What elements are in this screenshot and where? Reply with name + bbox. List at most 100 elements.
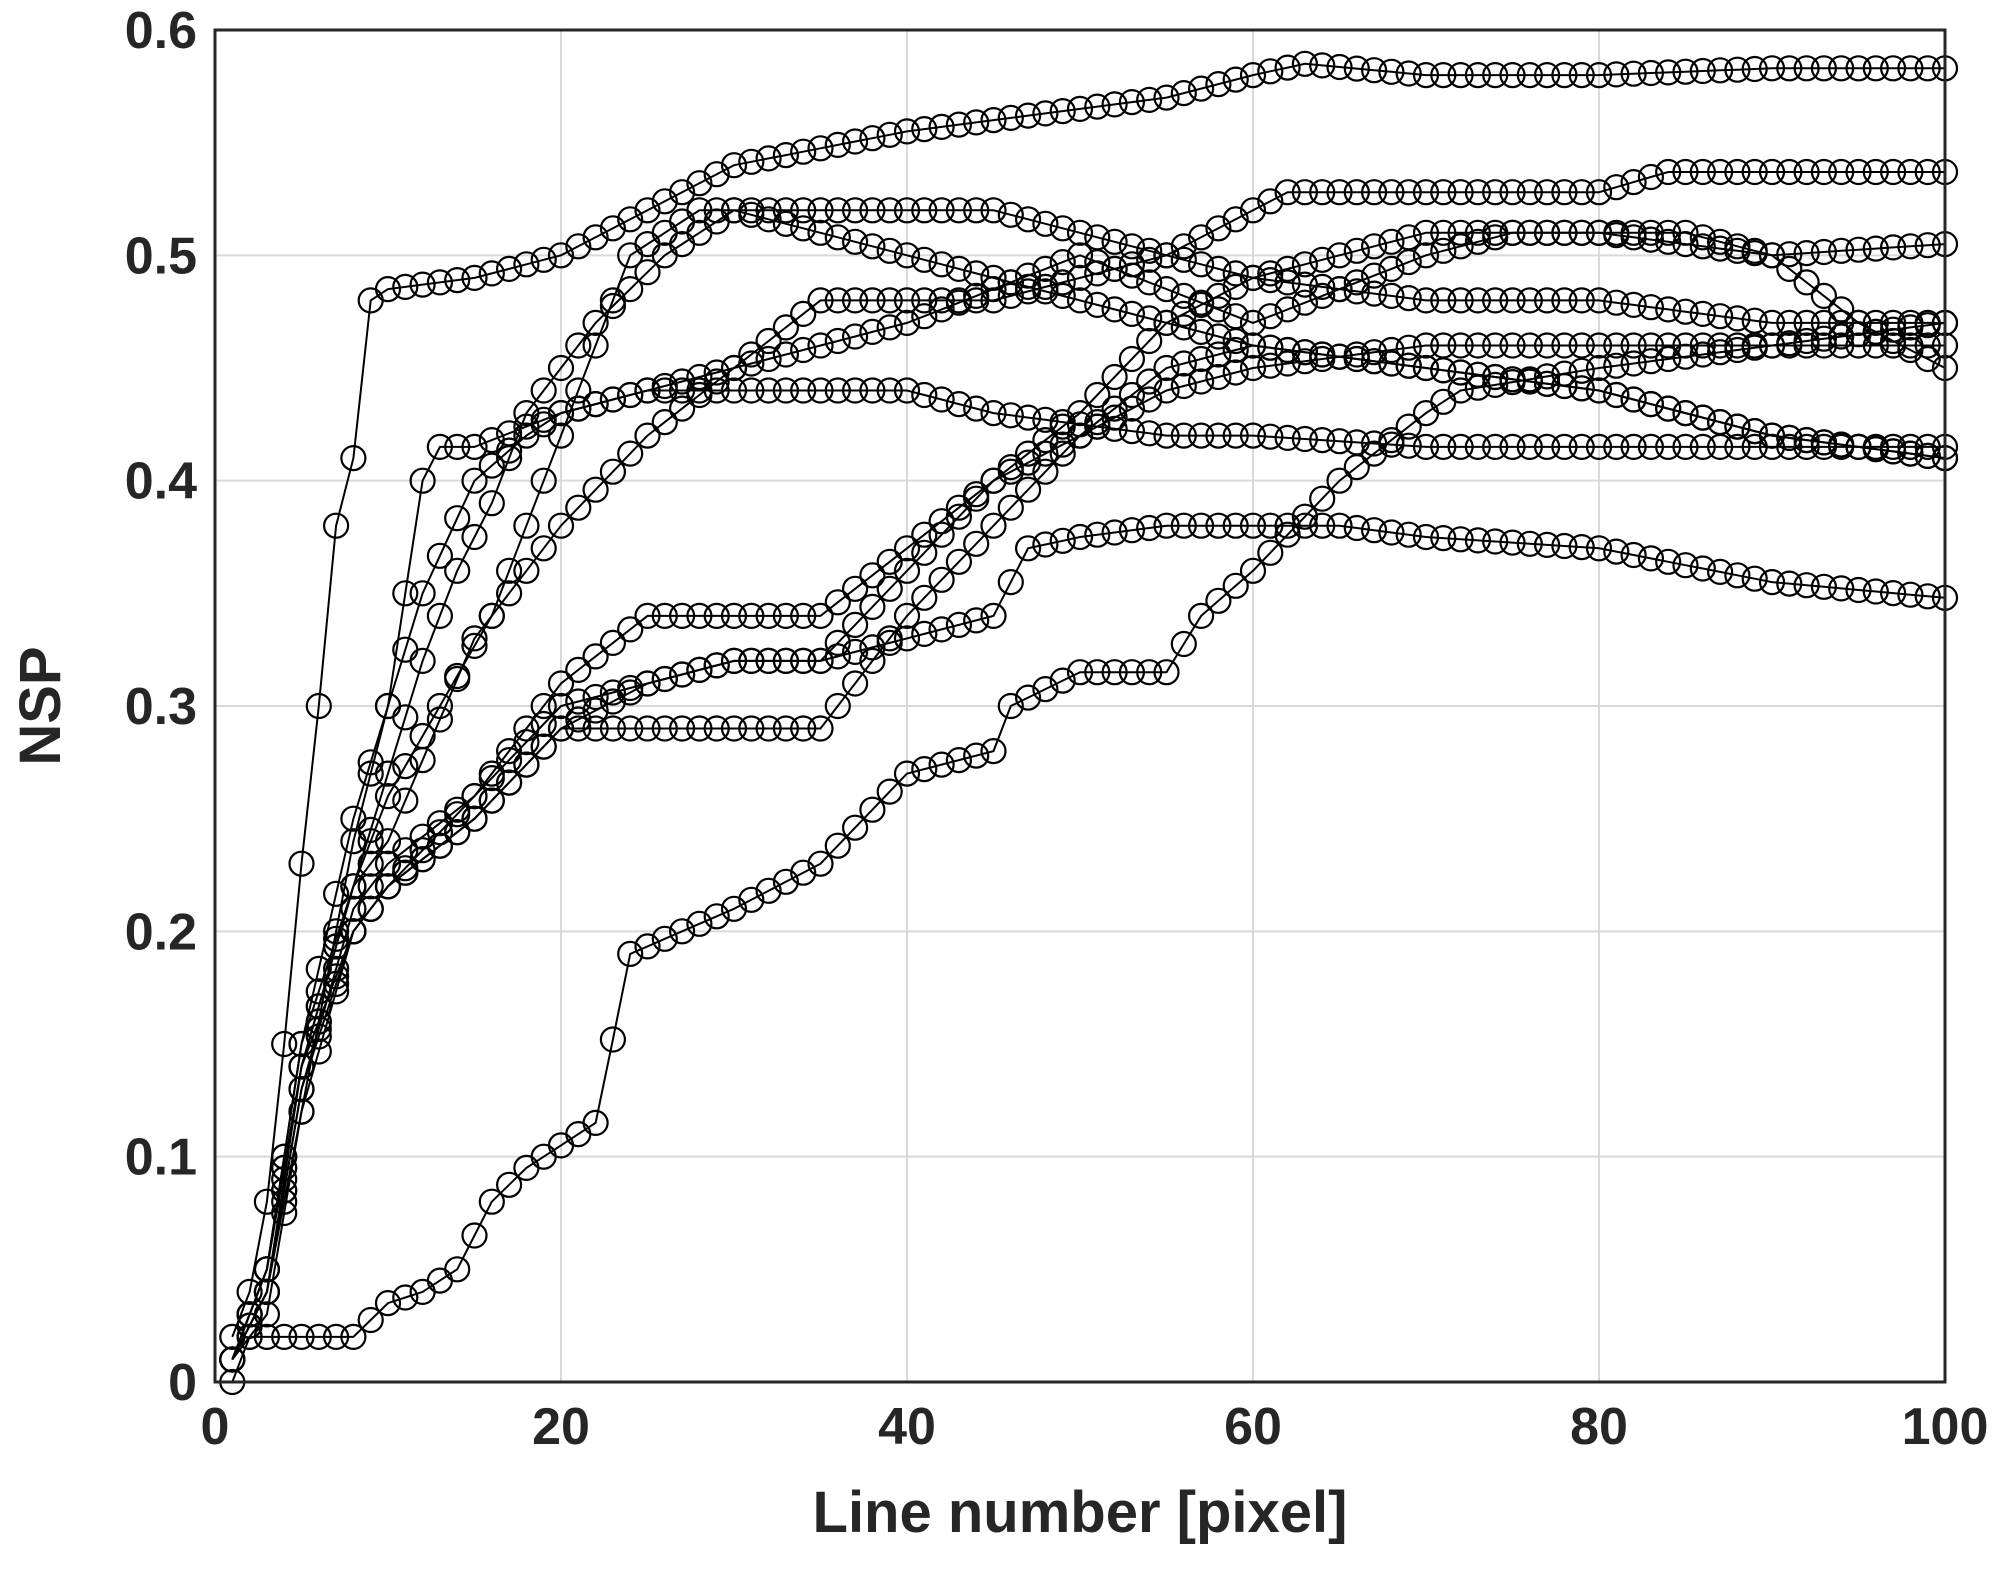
data-point-marker xyxy=(1118,659,1146,686)
data-point-marker xyxy=(1205,341,1232,368)
data-point-marker xyxy=(1776,570,1803,597)
data-point-marker xyxy=(911,521,938,548)
data-point-marker xyxy=(1360,517,1388,544)
data-point-marker xyxy=(1101,91,1128,118)
data-point-marker xyxy=(357,1306,384,1334)
data-point-marker xyxy=(599,629,627,657)
data-point-marker xyxy=(599,458,627,485)
data-point-marker xyxy=(720,197,748,224)
data-point-marker xyxy=(1049,97,1076,125)
data-point-marker xyxy=(1118,233,1146,260)
data-point-marker xyxy=(1655,395,1682,422)
data-point-marker xyxy=(392,837,419,864)
data-point-marker xyxy=(1879,234,1907,261)
data-point-marker xyxy=(1447,219,1474,246)
data-point-marker xyxy=(738,350,765,377)
data-point-marker xyxy=(444,433,471,460)
data-point-marker xyxy=(599,688,627,715)
data-point-marker xyxy=(634,259,661,286)
data-point-marker xyxy=(755,602,782,630)
data-point-marker xyxy=(807,287,834,314)
data-point-marker xyxy=(478,452,505,479)
data-point-marker xyxy=(1879,332,1907,359)
data-point-marker xyxy=(305,1015,332,1043)
data-point-marker xyxy=(824,832,851,859)
data-point-marker xyxy=(997,458,1024,485)
data-point-marker xyxy=(928,287,955,314)
data-point-marker xyxy=(253,1278,280,1306)
data-point-marker xyxy=(1810,332,1838,359)
data-point-marker xyxy=(1741,418,1768,445)
data-point-marker xyxy=(997,402,1024,429)
data-point-marker xyxy=(1724,336,1751,364)
data-point-marker xyxy=(1187,75,1215,102)
data-point-marker xyxy=(1585,61,1613,89)
data-point-marker xyxy=(1032,531,1059,558)
data-point-marker xyxy=(1706,558,1734,586)
data-point-marker xyxy=(824,131,851,158)
data-point-marker xyxy=(1568,433,1595,460)
data-point-marker xyxy=(1032,210,1059,237)
data-point-marker xyxy=(565,332,592,359)
data-point-marker xyxy=(582,224,609,251)
data-point-marker xyxy=(807,715,834,742)
data-point-marker xyxy=(1793,572,1820,599)
data-point-marker xyxy=(1360,179,1388,206)
data-point-marker xyxy=(703,652,730,679)
data-point-marker xyxy=(1153,422,1180,449)
data-point-marker xyxy=(1447,179,1474,206)
data-point-marker xyxy=(547,400,575,427)
data-point-marker xyxy=(1689,57,1716,85)
data-point-marker xyxy=(1205,512,1232,539)
data-point-marker xyxy=(1464,527,1492,554)
data-point-marker xyxy=(1136,368,1163,395)
data-point-marker xyxy=(547,242,575,269)
data-point-marker xyxy=(1914,332,1941,359)
data-point-marker xyxy=(1049,215,1076,242)
data-point-marker xyxy=(755,206,782,233)
data-point-marker xyxy=(963,197,990,224)
data-point-marker xyxy=(1014,535,1042,562)
data-point-marker xyxy=(1585,332,1613,359)
data-point-marker xyxy=(634,197,661,224)
data-point-marker xyxy=(790,197,817,224)
data-point-marker xyxy=(1326,276,1353,303)
data-point-marker xyxy=(1187,345,1215,373)
data-point-marker xyxy=(980,106,1007,134)
data-point-marker xyxy=(1568,179,1595,206)
data-point-marker xyxy=(582,697,609,724)
data-point-marker xyxy=(720,647,748,675)
data-point-marker xyxy=(1014,262,1042,289)
data-point-marker xyxy=(1274,179,1301,206)
data-point-marker xyxy=(1118,517,1146,544)
data-point-marker xyxy=(1447,359,1474,386)
data-point-marker xyxy=(911,197,938,224)
data-point-marker xyxy=(236,1278,263,1306)
data-point-marker xyxy=(980,400,1007,427)
data-point-marker xyxy=(617,940,644,968)
data-point-marker xyxy=(668,395,696,422)
data-point-marker xyxy=(1568,533,1595,561)
data-point-marker xyxy=(963,282,990,309)
data-point-marker xyxy=(1343,179,1370,206)
data-point-marker xyxy=(841,814,869,841)
data-point-marker xyxy=(444,267,471,294)
data-point-marker xyxy=(1793,240,1820,267)
data-point-marker xyxy=(1222,572,1249,599)
data-point-marker xyxy=(1430,219,1457,246)
data-point-marker xyxy=(565,395,592,422)
data-point-marker xyxy=(392,580,419,607)
data-point-marker xyxy=(1343,269,1370,296)
data-point-marker xyxy=(997,282,1024,309)
data-point-marker xyxy=(1049,249,1076,276)
data-point-marker xyxy=(1551,219,1578,246)
data-point-marker xyxy=(1758,55,1786,82)
data-point-marker xyxy=(530,377,557,404)
data-point-marker xyxy=(1551,179,1578,206)
data-point-marker xyxy=(1620,386,1647,413)
data-point-marker xyxy=(859,377,886,404)
data-point-marker xyxy=(1412,433,1440,460)
data-point-marker xyxy=(1239,332,1267,359)
data-point-marker xyxy=(357,873,384,900)
data-point-marker xyxy=(841,197,869,224)
